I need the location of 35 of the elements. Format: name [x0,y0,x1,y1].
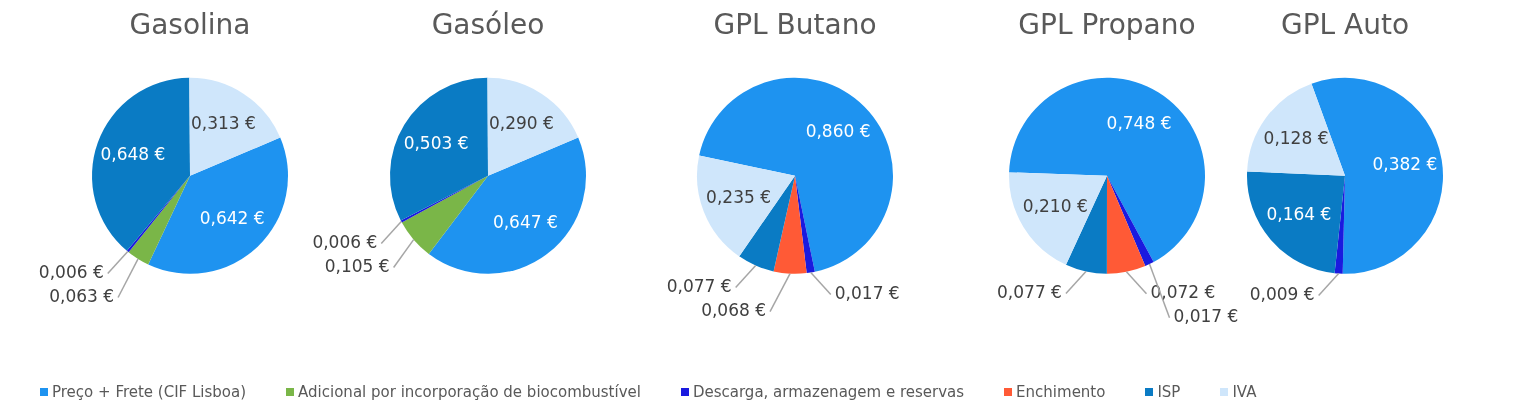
data-label: 0,077 € [997,281,1062,302]
legend-label: Preço + Frete (CIF Lisboa) [52,383,247,401]
legend-label: Descarga, armazenagem e reservas [692,383,965,401]
data-label: 0,648 € [100,143,166,164]
chart-title: GPL Propano [1018,8,1196,42]
data-label: 0,105 € [324,255,390,276]
data-label: 0,017 € [834,282,900,303]
data-label: 0,313 € [190,113,256,134]
legend-label: IVA [1232,383,1257,401]
data-label: 0,647 € [492,212,558,233]
chart-title: GPL Auto [1280,8,1410,42]
data-label: 0,503 € [403,132,469,153]
data-label: 0,017 € [1173,306,1239,327]
data-label: 0,748 € [1106,112,1172,133]
data-label: 0,128 € [1263,128,1329,149]
data-label: 0,164 € [1266,203,1332,224]
data-label: 0,006 € [312,231,378,252]
data-label: 0,068 € [701,299,767,320]
data-label: 0,210 € [1022,196,1088,217]
data-label: 0,072 € [1150,282,1216,303]
chart-title: Gasolina [129,8,251,42]
chart-title: GPL Butano [713,8,877,42]
data-label: 0,063 € [49,285,115,306]
data-label: 0,290 € [488,113,554,134]
legend-label: Enchimento [1016,383,1106,401]
chart-title: Gasóleo [431,8,545,42]
data-label: 0,382 € [1372,154,1438,175]
legend-label: ISP [1157,383,1181,401]
data-label: 0,860 € [805,121,871,142]
legend-label: Adicional por incorporação de biocombustível [298,383,641,401]
data-label: 0,642 € [199,208,265,229]
data-label: 0,235 € [706,186,771,207]
data-label: 0,009 € [1249,284,1315,305]
data-label: 0,006 € [38,261,104,282]
data-label: 0,077 € [666,275,732,296]
